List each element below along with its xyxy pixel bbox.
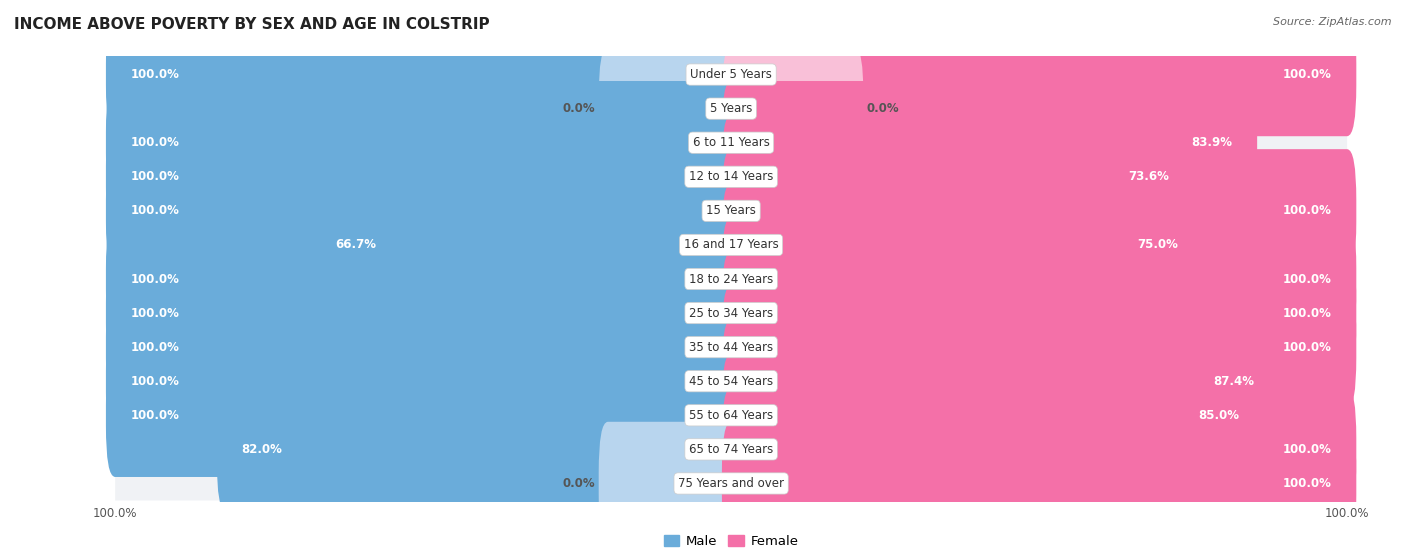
Text: 100.0%: 100.0% — [1282, 68, 1331, 81]
Text: 25 to 34 Years: 25 to 34 Years — [689, 306, 773, 320]
Text: 75.0%: 75.0% — [1137, 238, 1178, 252]
Text: 6 to 11 Years: 6 to 11 Years — [693, 136, 769, 149]
FancyBboxPatch shape — [105, 149, 741, 272]
FancyBboxPatch shape — [115, 466, 1347, 501]
FancyBboxPatch shape — [115, 364, 1347, 398]
FancyBboxPatch shape — [115, 432, 1347, 466]
FancyBboxPatch shape — [115, 57, 1347, 92]
FancyBboxPatch shape — [115, 194, 1347, 228]
FancyBboxPatch shape — [105, 115, 741, 238]
FancyBboxPatch shape — [721, 183, 1202, 306]
FancyBboxPatch shape — [721, 13, 1357, 136]
Text: 18 to 24 Years: 18 to 24 Years — [689, 272, 773, 286]
Legend: Male, Female: Male, Female — [658, 530, 804, 554]
FancyBboxPatch shape — [115, 126, 1347, 160]
Text: 66.7%: 66.7% — [336, 238, 377, 252]
FancyBboxPatch shape — [721, 81, 1257, 204]
FancyBboxPatch shape — [115, 262, 1347, 296]
FancyBboxPatch shape — [105, 13, 741, 136]
FancyBboxPatch shape — [105, 354, 741, 477]
Text: 35 to 44 Years: 35 to 44 Years — [689, 340, 773, 354]
FancyBboxPatch shape — [599, 47, 741, 170]
FancyBboxPatch shape — [115, 228, 1347, 262]
Text: 100.0%: 100.0% — [1282, 477, 1331, 490]
Text: 55 to 64 Years: 55 to 64 Years — [689, 409, 773, 422]
Text: 82.0%: 82.0% — [242, 443, 283, 456]
FancyBboxPatch shape — [115, 92, 1347, 126]
FancyBboxPatch shape — [721, 252, 1357, 375]
FancyBboxPatch shape — [721, 422, 1357, 545]
Text: 5 Years: 5 Years — [710, 102, 752, 115]
Text: 0.0%: 0.0% — [562, 102, 596, 115]
Text: 100.0%: 100.0% — [131, 409, 180, 422]
FancyBboxPatch shape — [721, 286, 1357, 409]
FancyBboxPatch shape — [721, 149, 1357, 272]
Text: 100.0%: 100.0% — [1282, 443, 1331, 456]
FancyBboxPatch shape — [721, 320, 1278, 443]
Text: 100.0%: 100.0% — [131, 375, 180, 388]
FancyBboxPatch shape — [105, 81, 741, 204]
Text: 100.0%: 100.0% — [1282, 306, 1331, 320]
FancyBboxPatch shape — [217, 388, 741, 511]
FancyBboxPatch shape — [115, 398, 1347, 432]
Text: 100.0%: 100.0% — [1282, 204, 1331, 218]
FancyBboxPatch shape — [721, 217, 1357, 341]
FancyBboxPatch shape — [105, 286, 741, 409]
FancyBboxPatch shape — [721, 388, 1357, 511]
Text: 100.0%: 100.0% — [131, 272, 180, 286]
FancyBboxPatch shape — [311, 183, 741, 306]
Text: 100.0%: 100.0% — [131, 340, 180, 354]
FancyBboxPatch shape — [721, 354, 1264, 477]
Text: 100.0%: 100.0% — [131, 136, 180, 149]
Text: 100.0%: 100.0% — [131, 68, 180, 81]
Text: 16 and 17 Years: 16 and 17 Years — [683, 238, 779, 252]
Text: 100.0%: 100.0% — [131, 306, 180, 320]
Text: 100.0%: 100.0% — [1282, 272, 1331, 286]
FancyBboxPatch shape — [721, 115, 1194, 238]
Text: 87.4%: 87.4% — [1213, 375, 1254, 388]
FancyBboxPatch shape — [115, 330, 1347, 364]
FancyBboxPatch shape — [105, 217, 741, 341]
FancyBboxPatch shape — [721, 47, 863, 170]
Text: Under 5 Years: Under 5 Years — [690, 68, 772, 81]
Text: 65 to 74 Years: 65 to 74 Years — [689, 443, 773, 456]
Text: 0.0%: 0.0% — [866, 102, 900, 115]
FancyBboxPatch shape — [599, 422, 741, 545]
FancyBboxPatch shape — [105, 320, 741, 443]
Text: 0.0%: 0.0% — [562, 477, 596, 490]
Text: 100.0%: 100.0% — [131, 170, 180, 183]
FancyBboxPatch shape — [115, 160, 1347, 194]
Text: 73.6%: 73.6% — [1128, 170, 1168, 183]
Text: 100.0%: 100.0% — [131, 204, 180, 218]
Text: 83.9%: 83.9% — [1191, 136, 1233, 149]
Text: 15 Years: 15 Years — [706, 204, 756, 218]
Text: 12 to 14 Years: 12 to 14 Years — [689, 170, 773, 183]
Text: 100.0%: 100.0% — [1282, 340, 1331, 354]
Text: Source: ZipAtlas.com: Source: ZipAtlas.com — [1274, 17, 1392, 27]
Text: 85.0%: 85.0% — [1198, 409, 1239, 422]
Text: 75 Years and over: 75 Years and over — [678, 477, 785, 490]
FancyBboxPatch shape — [115, 296, 1347, 330]
FancyBboxPatch shape — [105, 252, 741, 375]
Text: INCOME ABOVE POVERTY BY SEX AND AGE IN COLSTRIP: INCOME ABOVE POVERTY BY SEX AND AGE IN C… — [14, 17, 489, 32]
Text: 45 to 54 Years: 45 to 54 Years — [689, 375, 773, 388]
